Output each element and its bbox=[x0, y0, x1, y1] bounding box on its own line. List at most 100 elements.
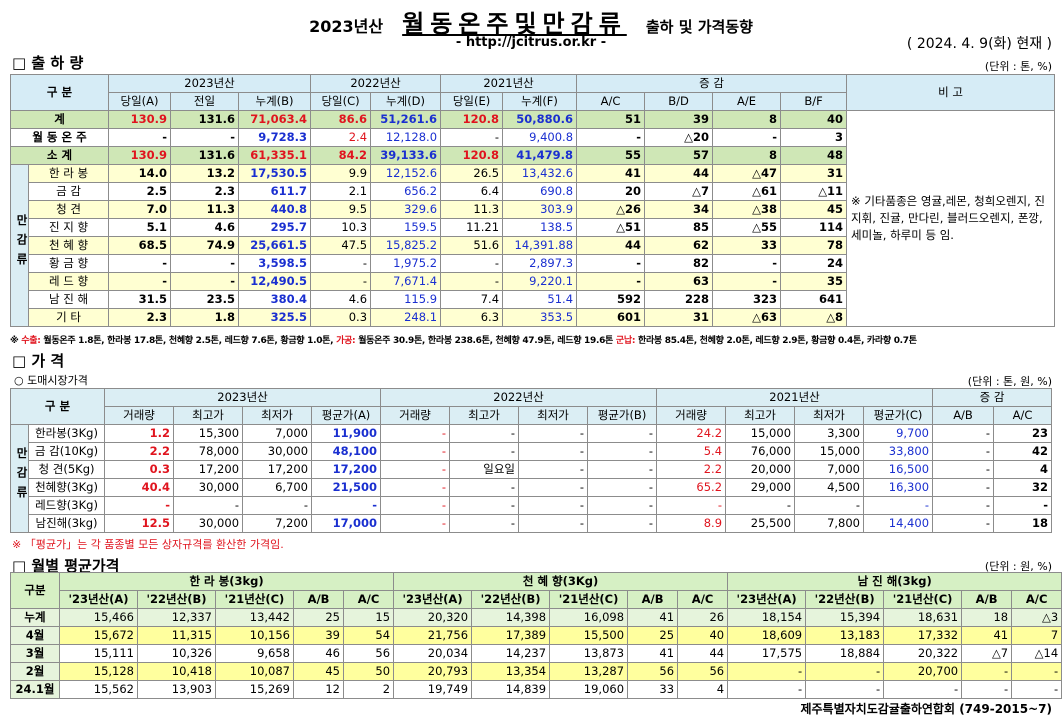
data-cell: - bbox=[576, 272, 646, 291]
data-row: 누계 15,466 12,337 13,442 25 15 20,320 14,398 16,0… bbox=[10, 608, 1062, 627]
data-cell: 15,000 bbox=[794, 442, 865, 461]
data-cell: 611.7 bbox=[238, 182, 312, 201]
data-cell: 13,183 bbox=[805, 626, 885, 645]
column-header: A/E bbox=[712, 92, 782, 111]
data-cell: - bbox=[380, 442, 451, 461]
data-cell: 62 bbox=[644, 236, 714, 255]
data-cell: 39 bbox=[293, 626, 344, 645]
data-cell: 9,400.8 bbox=[502, 128, 578, 147]
data-cell: - bbox=[518, 424, 589, 443]
column-header: '22년산(B) bbox=[805, 590, 885, 609]
data-row: 남진해(3kg) 12.5 30,000 7,200 17,000- - - -8.9 25,5… bbox=[11, 514, 1052, 533]
group-header: 2021년산 bbox=[440, 74, 578, 93]
data-cell: 13,354 bbox=[471, 662, 551, 681]
data-cell: 63 bbox=[644, 272, 714, 291]
data-cell: 690.8 bbox=[502, 182, 578, 201]
column-header: 전일 bbox=[170, 92, 240, 111]
title-prefix: 2023년산 bbox=[309, 17, 384, 36]
row-label: 3월 bbox=[10, 644, 60, 663]
data-cell: 34 bbox=[644, 200, 714, 219]
row-label: 남 진 해 bbox=[27, 290, 110, 309]
data-cell: 17,200 bbox=[242, 460, 313, 479]
data-cell: △63 bbox=[712, 308, 782, 327]
column-header: 거래량 bbox=[104, 406, 175, 425]
data-cell: 17,000 bbox=[311, 514, 382, 533]
data-cell: - bbox=[380, 460, 451, 479]
data-row: 천혜향(3Kg) 40.4 30,000 6,700 21,500- - - -65.2 29,… bbox=[11, 478, 1052, 497]
data-cell: 9,220.1 bbox=[502, 272, 578, 291]
column-header: B/F bbox=[780, 92, 848, 111]
data-cell: 4.6 bbox=[310, 290, 372, 309]
data-cell: 30,000 bbox=[173, 514, 244, 533]
data-cell: 14.0 bbox=[108, 164, 172, 183]
data-cell: - bbox=[311, 496, 382, 515]
data-cell: - bbox=[961, 662, 1013, 681]
data-cell: 31 bbox=[780, 164, 848, 183]
data-cell: - bbox=[108, 128, 172, 147]
data-cell: 15,562 bbox=[59, 680, 138, 699]
column-header: 거래량 bbox=[380, 406, 451, 425]
data-cell: - bbox=[587, 424, 658, 443]
data-cell: - bbox=[518, 460, 589, 479]
data-cell: △8 bbox=[780, 308, 848, 327]
data-cell: 329.6 bbox=[370, 200, 442, 219]
data-cell: - bbox=[587, 496, 658, 515]
data-cell: 11.21 bbox=[440, 218, 504, 237]
row-label: 천 혜 향 bbox=[27, 236, 110, 255]
column-header: A/B bbox=[961, 590, 1013, 609]
column-header: '23년산(A) bbox=[727, 590, 807, 609]
data-cell: 115.9 bbox=[370, 290, 442, 309]
data-cell: 47.5 bbox=[310, 236, 372, 255]
data-row: 24.1월 15,562 13,903 15,269 12 2 19,749 14,839 19… bbox=[10, 680, 1062, 699]
data-cell: 20,700 bbox=[883, 662, 963, 681]
data-cell: - bbox=[518, 442, 589, 461]
column-header: 평균가(C) bbox=[863, 406, 934, 425]
data-cell: 120.8 bbox=[440, 146, 504, 165]
data-cell: 4,500 bbox=[794, 478, 865, 497]
data-cell: - bbox=[1011, 662, 1062, 681]
header-row: 당일(A) 전일 누계(B) 당일(C) 누계(D) 당일(E) 누계(F) A/C B/D A/… bbox=[11, 92, 1055, 111]
data-cell: - bbox=[863, 496, 934, 515]
column-header: '22년산(B) bbox=[137, 590, 216, 609]
unit-label: (단위 : 톤, 원, %) bbox=[967, 375, 1052, 388]
column-header: A/C bbox=[576, 92, 646, 111]
data-cell: - bbox=[932, 424, 995, 443]
data-cell: - bbox=[104, 496, 175, 515]
header-cell: 구분 bbox=[10, 572, 60, 609]
data-cell: - bbox=[656, 496, 727, 515]
data-row: 월 동 온 주 - -9,728.3 2.4 12,128.0-9,400.8- △20-… bbox=[9, 128, 1055, 147]
row-label: 레 드 향 bbox=[27, 272, 110, 291]
data-cell: 228 bbox=[644, 290, 714, 309]
data-cell: 15 bbox=[342, 608, 395, 627]
data-cell: 641 bbox=[780, 290, 848, 309]
data-cell: - bbox=[576, 254, 646, 273]
data-cell: 12.5 bbox=[104, 514, 175, 533]
data-cell: 65.2 bbox=[656, 478, 727, 497]
data-cell: △38 bbox=[712, 200, 782, 219]
data-row: 기 타 2.3 1.8 325.5 0.3 248.1 6.3 353.5 601 31 △63 △8 bbox=[10, 308, 1055, 327]
data-cell: - bbox=[170, 128, 240, 147]
data-cell: - bbox=[449, 478, 520, 497]
data-cell: - bbox=[727, 680, 807, 699]
group-header: 증 감 bbox=[932, 388, 1052, 407]
data-cell: 3 bbox=[780, 128, 848, 147]
data-cell: 61,335.1 bbox=[238, 146, 312, 165]
data-cell: 16,500 bbox=[863, 460, 934, 479]
unit-label: (단위 : 톤, %) bbox=[984, 60, 1052, 73]
data-cell: 45 bbox=[293, 662, 344, 681]
row-label: 24.1월 bbox=[10, 680, 60, 699]
data-cell: 7,200 bbox=[242, 514, 313, 533]
data-cell: - bbox=[727, 662, 807, 681]
data-cell: 14,391.88 bbox=[502, 236, 578, 255]
data-cell: 14,237 bbox=[471, 644, 551, 663]
data-cell: 131.6 bbox=[170, 146, 240, 165]
data-cell: 4.6 bbox=[170, 218, 240, 237]
column-header: 최고가 bbox=[449, 406, 520, 425]
row-label: 계 bbox=[9, 110, 110, 129]
data-cell: 84.2 bbox=[310, 146, 372, 165]
data-cell: 51.6 bbox=[440, 236, 504, 255]
header-row: 거래량 최고가 최저가 평균가(A) 거래량 최고가 최저가 평균가(B) 거래량 최고가 최저가 평… bbox=[11, 406, 1052, 425]
data-cell: - bbox=[932, 496, 995, 515]
group-header: 천 혜 향(3Kg) bbox=[393, 572, 729, 591]
data-cell: 48,100 bbox=[311, 442, 382, 461]
